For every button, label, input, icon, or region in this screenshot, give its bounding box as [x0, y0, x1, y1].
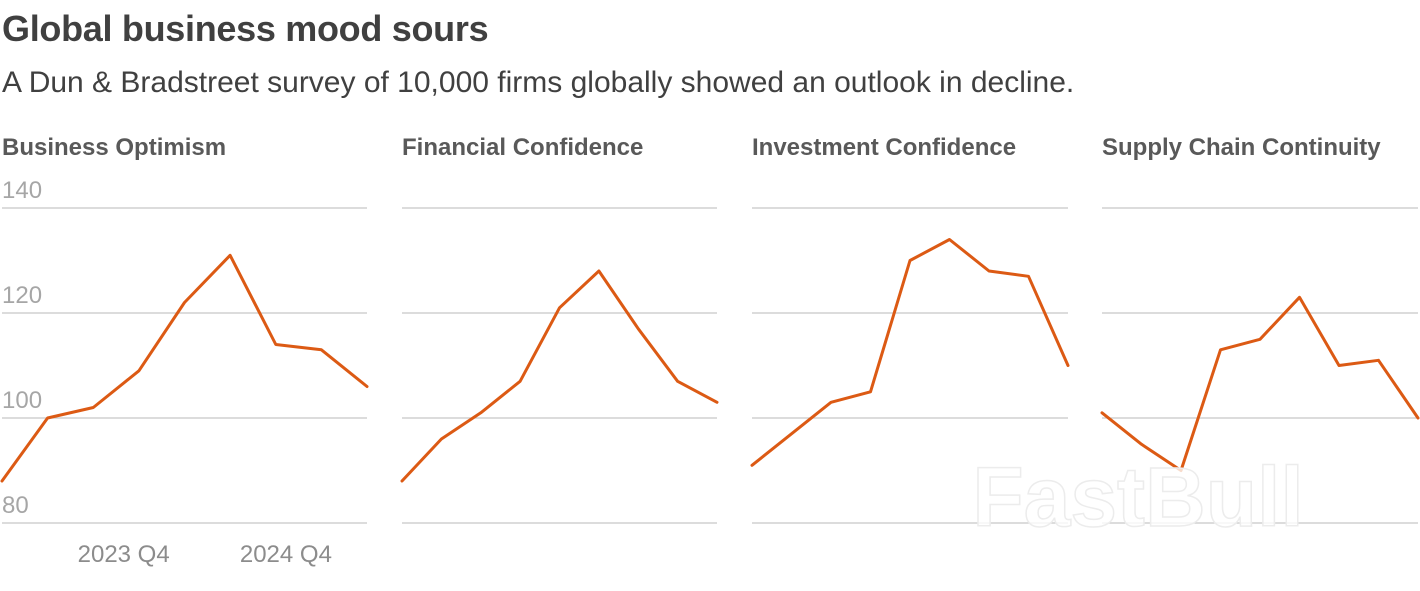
series-line: [750, 238, 1070, 467]
chart-title: Global business mood sours: [2, 8, 489, 49]
chart-subtitle: A Dun & Bradstreet survey of 10,000 firm…: [2, 66, 1075, 99]
panel-title: Financial Confidence: [402, 134, 643, 161]
panel-title: Supply Chain Continuity: [1102, 134, 1381, 161]
series-line: [1100, 295, 1420, 472]
series-line: [400, 269, 719, 483]
y-tick-label: 80: [2, 492, 29, 519]
y-tick-label: 100: [2, 387, 42, 414]
y-tick-label: 120: [2, 282, 42, 309]
x-tick-label: 2024 Q4: [240, 541, 332, 568]
panel-title: Investment Confidence: [752, 134, 1016, 161]
panel-title: Business Optimism: [2, 134, 226, 161]
y-tick-label: 140: [2, 177, 42, 204]
x-tick-label: 2023 Q4: [78, 541, 170, 568]
watermark: FastBull: [972, 450, 1303, 544]
series-line: [0, 253, 369, 483]
